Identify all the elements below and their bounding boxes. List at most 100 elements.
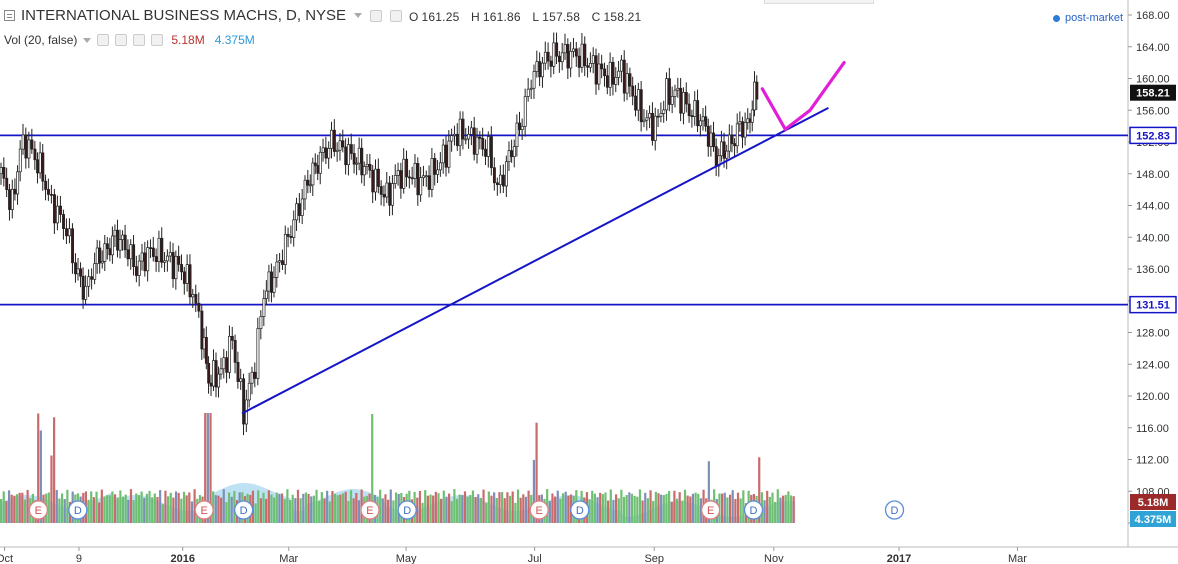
candle-down: [376, 168, 380, 187]
price-tick-label: 136.00: [1136, 264, 1170, 276]
volume-bar: [341, 493, 345, 523]
volume-bar: [206, 413, 209, 523]
candle-up: [720, 141, 723, 157]
candle-up: [447, 140, 451, 168]
volume-bar: [259, 498, 262, 523]
volume-bar: [453, 489, 456, 523]
candle-up: [100, 261, 104, 264]
price-tick-label: 144.00: [1136, 201, 1170, 213]
volume-bar: [532, 459, 536, 523]
candle-up: [699, 120, 702, 127]
collapse-icon[interactable]: [4, 10, 15, 21]
hide-icon[interactable]: [390, 9, 403, 22]
volume-bar: [13, 495, 16, 523]
candle-up: [247, 382, 251, 401]
candle-down: [200, 310, 204, 350]
candle-down: [684, 92, 688, 105]
volume-bar: [609, 489, 612, 523]
volume-bar: [506, 492, 509, 523]
price-axis-marker-label: 152.83: [1136, 130, 1170, 142]
volume-bar: [622, 496, 626, 523]
volume-bar: [487, 491, 490, 523]
toolbar-stub: [764, 0, 874, 4]
volume-legend[interactable]: Vol (20, false) 5.18M 4.375M: [4, 33, 255, 47]
price-axis-marker-box: [1129, 295, 1177, 314]
candle-down: [407, 176, 411, 179]
candle-up: [563, 44, 567, 54]
candle-down: [270, 271, 273, 293]
candle-up: [295, 203, 299, 221]
drawn-projection-path: [760, 60, 846, 131]
candle-down: [748, 118, 752, 123]
volume-bar: [132, 500, 135, 523]
candle-down: [62, 214, 65, 229]
volume-chevron-icon[interactable]: [83, 37, 92, 43]
volume-bar: [148, 490, 151, 523]
volume-bar: [516, 489, 520, 523]
price-axis-marker-label: 4.375M: [1135, 514, 1172, 526]
candle-down: [214, 360, 218, 388]
candle-down: [242, 378, 246, 425]
candle-up: [614, 77, 618, 85]
volume-bar: [63, 499, 66, 523]
candle-down: [344, 146, 348, 166]
volume-bar: [286, 489, 289, 523]
volume-bar: [691, 493, 695, 523]
volume-bar: [588, 499, 591, 523]
volume-bar: [304, 492, 308, 523]
candle-up: [665, 78, 669, 111]
candle-up: [256, 328, 260, 379]
candle-down: [518, 122, 522, 131]
candle-down: [33, 148, 37, 161]
candle-down: [132, 244, 136, 267]
volume-bar: [233, 490, 236, 523]
low-value: 157.58: [542, 10, 581, 24]
volume-bar: [787, 491, 790, 523]
earnings-marker-label: E: [366, 505, 373, 517]
volume-bar: [113, 494, 117, 523]
candle-down: [105, 243, 109, 249]
price-tick-label: 160.00: [1136, 74, 1170, 86]
candle-down: [59, 205, 62, 215]
candle-down: [116, 229, 120, 251]
dividend-marker-label: D: [74, 505, 82, 517]
candle-up: [121, 234, 125, 241]
post-market-indicator[interactable]: post-market: [1053, 12, 1123, 24]
volume-bar: [331, 491, 334, 523]
volume-bar: [440, 498, 443, 523]
candle-up: [292, 219, 296, 238]
chevron-down-icon[interactable]: [354, 13, 363, 18]
candle-down: [79, 268, 83, 277]
settings-icon[interactable]: [370, 9, 383, 22]
volume-bar: [21, 492, 24, 523]
candle-down: [722, 141, 726, 159]
candle-up: [464, 138, 468, 141]
volume-bar: [87, 499, 90, 523]
dividend-marker: D: [743, 500, 764, 520]
candle-up: [520, 125, 524, 131]
volume-bar: [776, 489, 779, 523]
candle-up: [283, 233, 287, 265]
volume-bar: [7, 490, 11, 523]
volume-bar: [466, 496, 469, 523]
candle-down: [704, 116, 708, 127]
volume-settings-icon[interactable]: [97, 34, 110, 46]
candle-up: [648, 112, 652, 119]
dividend-marker-circle: [233, 500, 254, 520]
volume-bar: [294, 498, 297, 523]
candle-down: [405, 158, 409, 178]
volume-bar: [524, 496, 528, 523]
volume-add-icon[interactable]: [133, 34, 146, 46]
symbol-title[interactable]: INTERNATIONAL BUSINESS MACHS, D, NYSE: [4, 7, 403, 24]
volume-bar: [188, 492, 191, 523]
volume-bar: [554, 496, 557, 523]
candle-up: [347, 144, 350, 166]
volume-hide-icon[interactable]: [115, 34, 128, 46]
volume-bar: [479, 497, 482, 523]
volume-bar: [119, 490, 122, 523]
volume-remove-icon[interactable]: [151, 34, 164, 46]
candle-down: [281, 260, 284, 265]
candle-down: [611, 61, 615, 85]
volume-bar: [204, 413, 207, 523]
